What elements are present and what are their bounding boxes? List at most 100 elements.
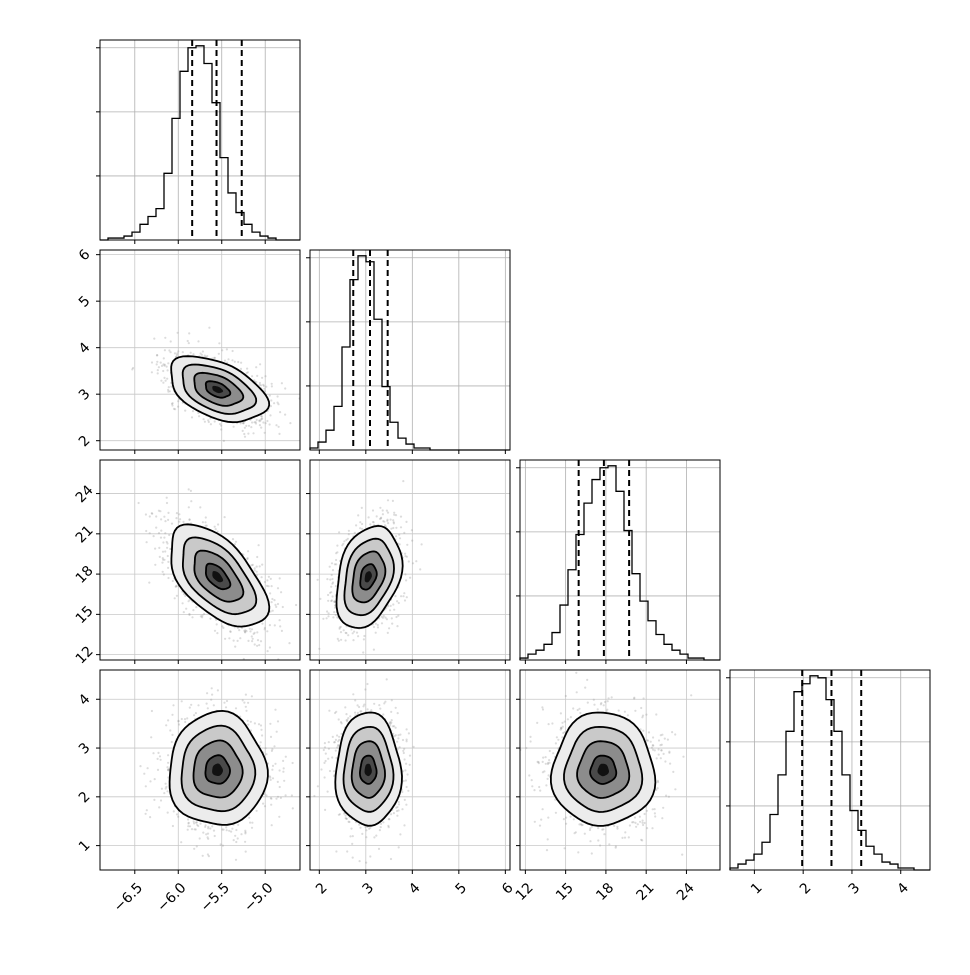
scatter-point [290, 794, 293, 797]
scatter-point [539, 789, 542, 792]
scatter-point [335, 552, 338, 555]
scatter-point [538, 785, 541, 789]
scatter-point [631, 821, 634, 824]
scatter-point [338, 531, 341, 534]
scatter-point [193, 828, 196, 831]
scatter-point [628, 824, 632, 827]
scatter-point [387, 826, 390, 829]
scatter-point [565, 822, 568, 825]
scatter-point [345, 538, 348, 542]
scatter-point [263, 580, 267, 584]
scatter-point [646, 739, 649, 742]
scatter-point [280, 591, 283, 594]
scatter-point [588, 828, 592, 832]
scatter-point [359, 826, 362, 829]
scatter-point [235, 840, 238, 844]
contour-line [351, 550, 387, 604]
scatter-point [207, 837, 210, 840]
scatter-point [338, 627, 341, 630]
scatter-point [347, 529, 350, 532]
scatter-point [561, 725, 564, 728]
scatter-point [651, 827, 654, 830]
scatter-point [660, 743, 663, 746]
scatter-point [408, 754, 412, 757]
scatter-point [340, 638, 343, 641]
scatter-point [651, 808, 654, 811]
scatter-point [369, 855, 372, 858]
scatter-point [132, 366, 135, 370]
scatter-point [589, 827, 592, 830]
scatter-point [214, 528, 217, 531]
scatter-point [145, 529, 148, 533]
scatter-point [188, 613, 191, 617]
scatter-point [359, 710, 362, 713]
scatter-point [387, 605, 390, 608]
scatter-point [162, 573, 165, 576]
scatter-point [131, 368, 134, 371]
scatter-point [178, 513, 181, 516]
scatter-point [345, 817, 348, 820]
scatter-point [347, 533, 350, 536]
panel-content [100, 250, 300, 450]
scatter-point [398, 543, 401, 546]
scatter-point [197, 411, 200, 415]
scatter-point [178, 520, 181, 523]
scatter-point [332, 616, 335, 619]
scatter-point [260, 415, 263, 418]
scatter-point [250, 635, 253, 638]
scatter-point [331, 569, 335, 572]
scatter-point [326, 578, 329, 581]
scatter-point [271, 777, 275, 780]
x-tick-label: 18 [593, 880, 617, 904]
scatter-point [237, 823, 240, 827]
scatter-point [187, 488, 190, 491]
scatter-point [241, 429, 244, 432]
scatter-point [215, 623, 218, 626]
scatter-point [262, 384, 265, 387]
histogram-step [729, 675, 930, 871]
scatter-point [282, 767, 285, 770]
panel-frame [519, 669, 721, 871]
scatter-point [324, 808, 327, 812]
scatter-point [375, 515, 378, 518]
scatter-point [169, 351, 172, 354]
scatter-point [194, 712, 197, 715]
scatter-point [188, 518, 191, 521]
scatter-point [161, 570, 164, 573]
scatter-point [253, 722, 256, 725]
scatter-point [656, 781, 660, 784]
x-tick-label: 12 [513, 880, 537, 904]
scatter-point [372, 521, 375, 524]
scatter-point [386, 511, 390, 514]
scatter-point [378, 517, 382, 521]
scatter-point [359, 521, 362, 524]
scatter-point [335, 563, 338, 566]
scatter-point [402, 749, 405, 753]
scatter-point [158, 546, 161, 550]
scatter-point [642, 729, 645, 732]
scatter-point [393, 608, 396, 611]
scatter-point [335, 558, 338, 562]
scatter-point [546, 777, 549, 781]
y-axis-row-1: 2 3 4 5 6 [76, 246, 100, 450]
scatter-point [220, 424, 223, 427]
scatter-point [383, 524, 387, 527]
scatter-point [397, 734, 400, 737]
scatter-point [166, 811, 169, 814]
scatter-point [169, 729, 172, 732]
scatter-point [145, 809, 148, 812]
scatter-point [246, 557, 249, 560]
scatter-point [396, 740, 399, 743]
scatter-point [641, 819, 644, 822]
scatter-point [351, 856, 354, 859]
scatter-point [207, 419, 210, 422]
scatter-point [175, 353, 179, 356]
scatter-point [656, 779, 660, 782]
scatter-point [403, 758, 406, 761]
scatter-point [645, 713, 648, 716]
scatter-point [274, 708, 277, 711]
scatter-point [175, 594, 178, 597]
scatter-point [256, 644, 259, 647]
scatter-point [547, 723, 550, 726]
scatter-point [329, 578, 332, 581]
